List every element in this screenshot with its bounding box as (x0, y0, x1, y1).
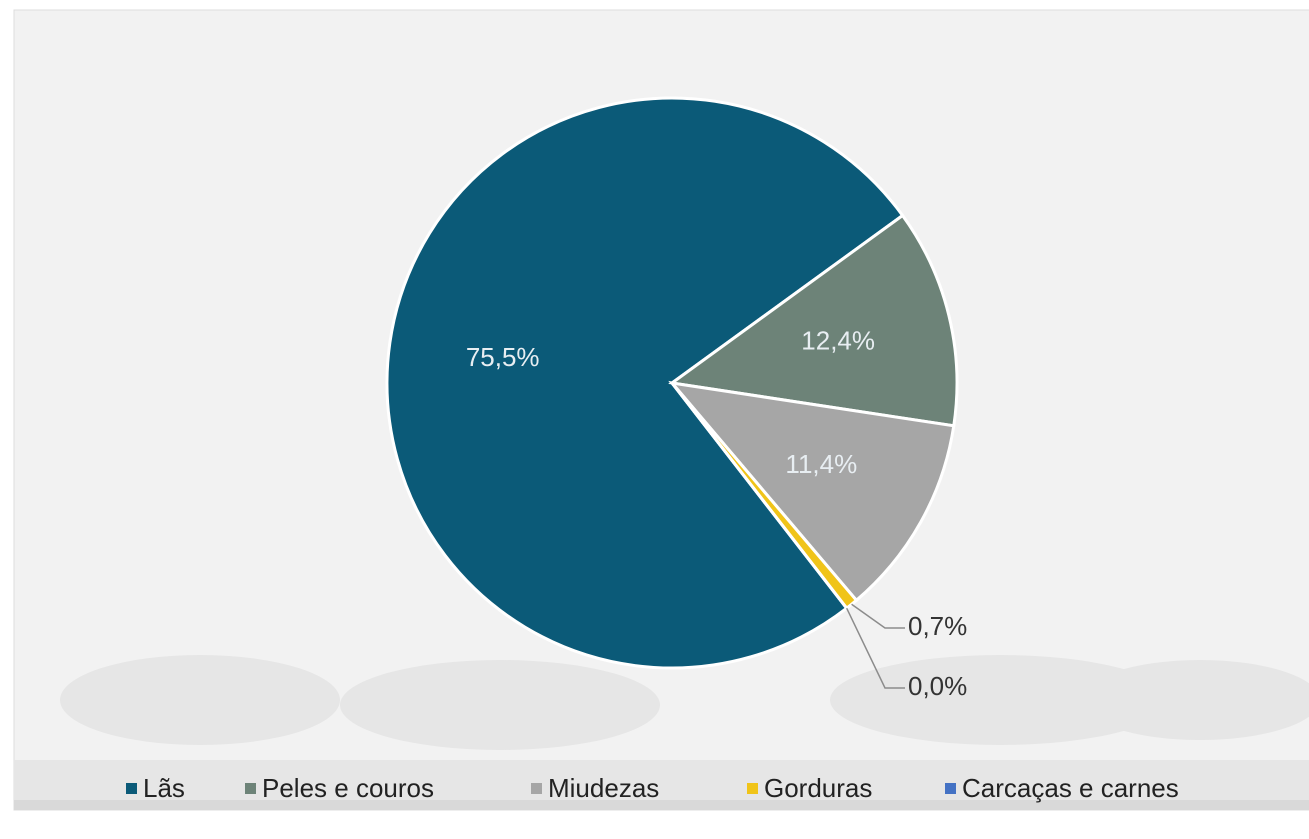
legend-label: Gorduras (764, 773, 872, 803)
chart: 75,5% 12,4% 11,4% 0,7% 0,0% Lãs Peles e couros… (0, 0, 1309, 839)
legend-label: Lãs (143, 773, 185, 803)
legend-swatch (531, 783, 542, 794)
data-label: 11,4% (785, 449, 857, 479)
legend-label: Carcaças e carnes (962, 773, 1179, 803)
data-label: 12,4% (801, 325, 875, 355)
legend-swatch (747, 783, 758, 794)
legend-swatch (126, 783, 137, 794)
data-label: 0,0% (908, 671, 967, 701)
legend-label: Miudezas (548, 773, 659, 803)
page: 75,5% 12,4% 11,4% 0,7% 0,0% Lãs Peles e couros… (0, 0, 1309, 839)
legend-swatch (245, 783, 256, 794)
legend-label: Peles e couros (262, 773, 434, 803)
data-label: 0,7% (908, 611, 967, 641)
data-label: 75,5% (466, 342, 540, 372)
legend-swatch (945, 783, 956, 794)
